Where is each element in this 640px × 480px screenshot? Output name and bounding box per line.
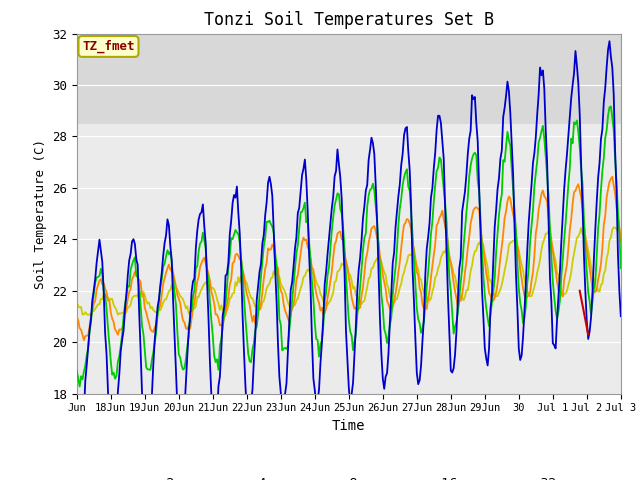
Bar	[77, 21, 621, 124]
Text: TZ_fmet: TZ_fmet	[82, 40, 135, 53]
Y-axis label: Soil Temperature (C): Soil Temperature (C)	[33, 139, 47, 288]
Title: Tonzi Soil Temperatures Set B: Tonzi Soil Temperatures Set B	[204, 11, 494, 29]
Legend: -2cm, -4cm, -8cm, -16cm, -32cm: -2cm, -4cm, -8cm, -16cm, -32cm	[116, 472, 581, 480]
X-axis label: Time: Time	[332, 419, 365, 433]
